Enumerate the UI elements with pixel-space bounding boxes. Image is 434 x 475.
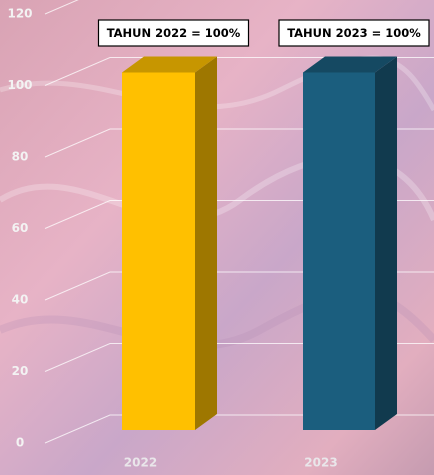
y-tick-label: 100 — [7, 78, 32, 92]
annotation: TAHUN 2022 = 100% — [107, 26, 241, 40]
y-tick-label: 60 — [12, 221, 29, 235]
y-tick-label: 20 — [12, 364, 29, 378]
grid-line — [44, 0, 79, 15]
bar-front — [122, 72, 195, 430]
bar-side — [195, 56, 217, 430]
y-tick-label: 40 — [12, 293, 29, 307]
y-tick-label: 80 — [12, 150, 29, 164]
annotation-box — [97, 19, 250, 47]
bar-side — [375, 56, 397, 430]
x-tick-label: 2023 — [304, 456, 337, 470]
x-tick-label: 2022 — [124, 456, 157, 470]
bar — [122, 56, 217, 430]
bar-front — [303, 72, 375, 430]
annotation-box — [278, 19, 430, 47]
y-tick-label: 0 — [16, 436, 24, 450]
y-tick-label: 120 — [7, 7, 32, 21]
bar-top — [122, 56, 217, 73]
annotation: TAHUN 2023 = 100% — [287, 26, 421, 40]
bar-top — [303, 56, 397, 73]
bar — [303, 56, 397, 430]
